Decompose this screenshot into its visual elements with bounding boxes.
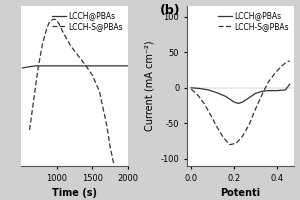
LCCH-S@PBAs [288, 60, 292, 62]
LCCH-S@PBAs [108, 146, 112, 149]
LCCH@PBAs [207, 89, 210, 91]
LCCH@PBAs [275, 89, 279, 92]
LCCH@PBAs [232, 101, 236, 103]
LCCH@PBAs [254, 92, 257, 95]
LCCH-S@PBAs [234, 142, 238, 144]
Text: (b): (b) [160, 4, 181, 17]
LCCH@PBAs [224, 95, 227, 98]
LCCH-S@PBAs [254, 108, 257, 110]
LCCH-S@PBAs [260, 94, 264, 96]
LCCH@PBAs [91, 65, 94, 67]
LCCH@PBAs [21, 67, 24, 69]
LCCH@PBAs [55, 65, 58, 67]
LCCH@PBAs [215, 92, 219, 94]
LCCH@PBAs [119, 65, 123, 67]
LCCH@PBAs [284, 89, 287, 91]
LCCH@PBAs [126, 65, 130, 67]
LCCH-S@PBAs [69, 45, 73, 47]
LCCH@PBAs [26, 66, 30, 68]
LCCH-S@PBAs [196, 94, 200, 96]
Legend: LCCH@PBAs, LCCH-S@PBAs: LCCH@PBAs, LCCH-S@PBAs [50, 10, 124, 32]
LCCH@PBAs [198, 87, 202, 90]
LCCH-S@PBAs [54, 18, 58, 21]
LCCH-S@PBAs [98, 90, 101, 93]
LCCH-S@PBAs [112, 163, 116, 165]
LCCH@PBAs [98, 65, 101, 67]
LCCH@PBAs [288, 83, 292, 85]
LCCH@PBAs [245, 98, 249, 100]
LCCH-S@PBAs [57, 22, 61, 25]
LCCH-S@PBAs [45, 28, 49, 30]
LCCH@PBAs [241, 101, 244, 103]
LCCH-S@PBAs [215, 126, 219, 128]
Line: LCCH-S@PBAs: LCCH-S@PBAs [191, 61, 290, 145]
LCCH@PBAs [112, 65, 116, 67]
LCCH-S@PBAs [247, 124, 251, 126]
LCCH-S@PBAs [91, 74, 94, 76]
LCCH@PBAs [189, 87, 193, 89]
LCCH@PBAs [249, 95, 253, 98]
LCCH-S@PBAs [51, 18, 55, 21]
LCCH-S@PBAs [105, 124, 108, 126]
LCCH-S@PBAs [279, 65, 283, 68]
LCCH@PBAs [76, 65, 80, 67]
LCCH-S@PBAs [221, 136, 225, 139]
LCCH-S@PBAs [48, 20, 51, 23]
LCCH@PBAs [69, 65, 73, 67]
LCCH@PBAs [266, 89, 270, 92]
Line: LCCH-S@PBAs: LCCH-S@PBAs [30, 19, 114, 164]
LCCH@PBAs [62, 65, 66, 67]
LCCH-S@PBAs [273, 72, 277, 75]
LCCH-S@PBAs [32, 98, 36, 100]
LCCH-S@PBAs [83, 64, 87, 66]
X-axis label: Potenti: Potenti [220, 188, 260, 198]
LCCH@PBAs [40, 65, 44, 67]
LCCH@PBAs [34, 65, 37, 67]
LCCH-S@PBAs [228, 143, 232, 146]
LCCH-S@PBAs [76, 54, 80, 57]
LCCH@PBAs [105, 65, 108, 67]
LCCH-S@PBAs [209, 114, 212, 116]
LCCH@PBAs [236, 102, 240, 105]
X-axis label: Time (s): Time (s) [52, 188, 97, 198]
LCCH-S@PBAs [241, 135, 244, 137]
LCCH-S@PBAs [40, 43, 44, 45]
LCCH@PBAs [83, 65, 87, 67]
LCCH-S@PBAs [266, 81, 270, 83]
LCCH@PBAs [260, 90, 264, 93]
LCCH@PBAs [48, 65, 51, 67]
Y-axis label: Current (mA cm⁻²): Current (mA cm⁻²) [145, 41, 155, 131]
LCCH-S@PBAs [62, 33, 66, 35]
LCCH-S@PBAs [189, 88, 193, 90]
Legend: LCCH@PBAs, LCCH-S@PBAs: LCCH@PBAs, LCCH-S@PBAs [217, 10, 290, 32]
Line: LCCH@PBAs: LCCH@PBAs [22, 66, 128, 68]
LCCH-S@PBAs [284, 62, 287, 64]
LCCH-S@PBAs [202, 102, 206, 105]
LCCH@PBAs [228, 98, 232, 100]
LCCH-S@PBAs [28, 129, 31, 131]
LCCH-S@PBAs [36, 67, 40, 69]
Line: LCCH@PBAs: LCCH@PBAs [191, 84, 290, 103]
